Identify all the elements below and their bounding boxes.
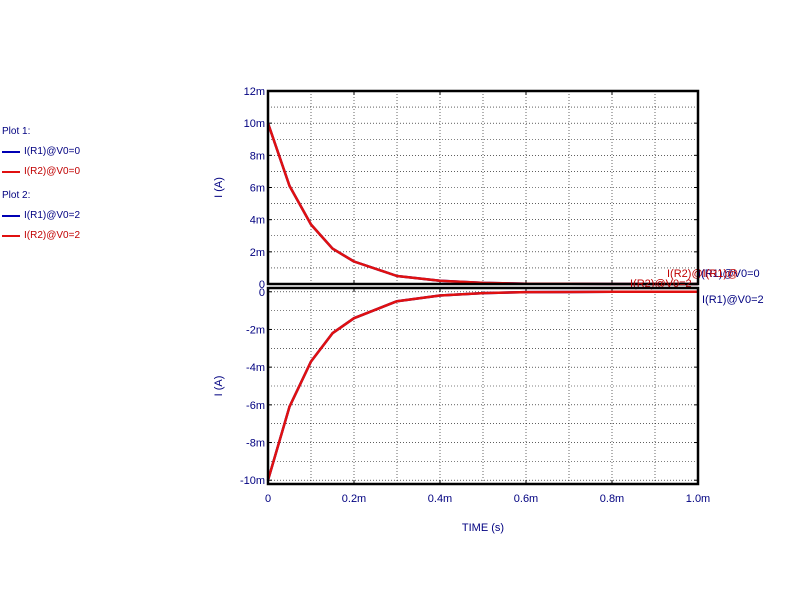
series-end-label: I(R2)@I(R1)@ <box>667 268 738 280</box>
legend-entry-plot1-r1: I(R1)@V0=0 <box>2 142 80 162</box>
y-axis-label: I (A) <box>213 177 225 198</box>
y-tick-label: 8m <box>250 150 265 162</box>
plot-frame <box>266 89 700 286</box>
y-tick-label: -2m <box>246 324 265 336</box>
plot-1: 0 2m 4m 6m 8m 10m 12m I (A) I(R1)@V0=0I(R2)@I(R1… <box>213 86 760 291</box>
legend-label: I(R1)@V0=0 <box>24 146 81 157</box>
x-tick-label: 0.8m <box>600 493 624 505</box>
y-tick-label: 12m <box>244 86 265 98</box>
legend-entry-plot2-r1: I(R1)@V0=2 <box>2 206 80 226</box>
y-tick-label: 0 <box>259 287 265 299</box>
series-line-ir1 <box>266 290 698 481</box>
x-tick-label: 0.6m <box>514 493 538 505</box>
x-tick-label: 0.4m <box>428 493 452 505</box>
y-tick-label: -8m <box>246 438 265 450</box>
legend-label: I(R2)@V0=2 <box>24 230 81 241</box>
legend-plot1-title: Plot 1: <box>2 126 31 137</box>
series-end-label: I(R1)@V0=0 <box>698 268 760 280</box>
legend-label: I(R2)@V0=0 <box>24 166 81 177</box>
legend-entry-plot1-r2: I(R2)@V0=0 <box>2 162 80 182</box>
plot-frame <box>266 286 700 486</box>
legend-swatch-r1 <box>2 215 20 217</box>
legend-entry-plot2-r2: I(R2)@V0=2 <box>2 226 80 246</box>
legend-label: I(R1)@V0=2 <box>24 210 81 221</box>
y-tick-label: 4m <box>250 215 265 227</box>
y-axis-label: I (A) <box>213 376 225 397</box>
legend-swatch-r2 <box>2 171 20 173</box>
legend-swatch-r2 <box>2 235 20 237</box>
x-axis-label: TIME (s) <box>462 522 504 534</box>
y-tick-label: -4m <box>246 362 265 374</box>
series-line-ir2 <box>266 290 698 481</box>
y-tick-label: 2m <box>250 247 265 259</box>
x-tick-label: 0 <box>265 493 271 505</box>
x-tick-label: 0.2m <box>342 493 366 505</box>
x-tick-label: 1.0m <box>686 493 710 505</box>
series-end-label: I(R1)@V0=2 <box>702 294 764 306</box>
legend-swatch-r1 <box>2 151 20 153</box>
y-tick-label: 6m <box>250 183 265 195</box>
y-tick-label: 0 <box>259 279 265 291</box>
y-tick-label: -10m <box>240 475 265 487</box>
legend-plot2-title: Plot 2: <box>2 190 31 201</box>
y-tick-label: -6m <box>246 400 265 412</box>
y-tick-label: 10m <box>244 118 265 130</box>
legend: Plot 1: I(R1)@V0=0 I(R2)@V0=0 Plot 2: I(… <box>2 122 80 246</box>
